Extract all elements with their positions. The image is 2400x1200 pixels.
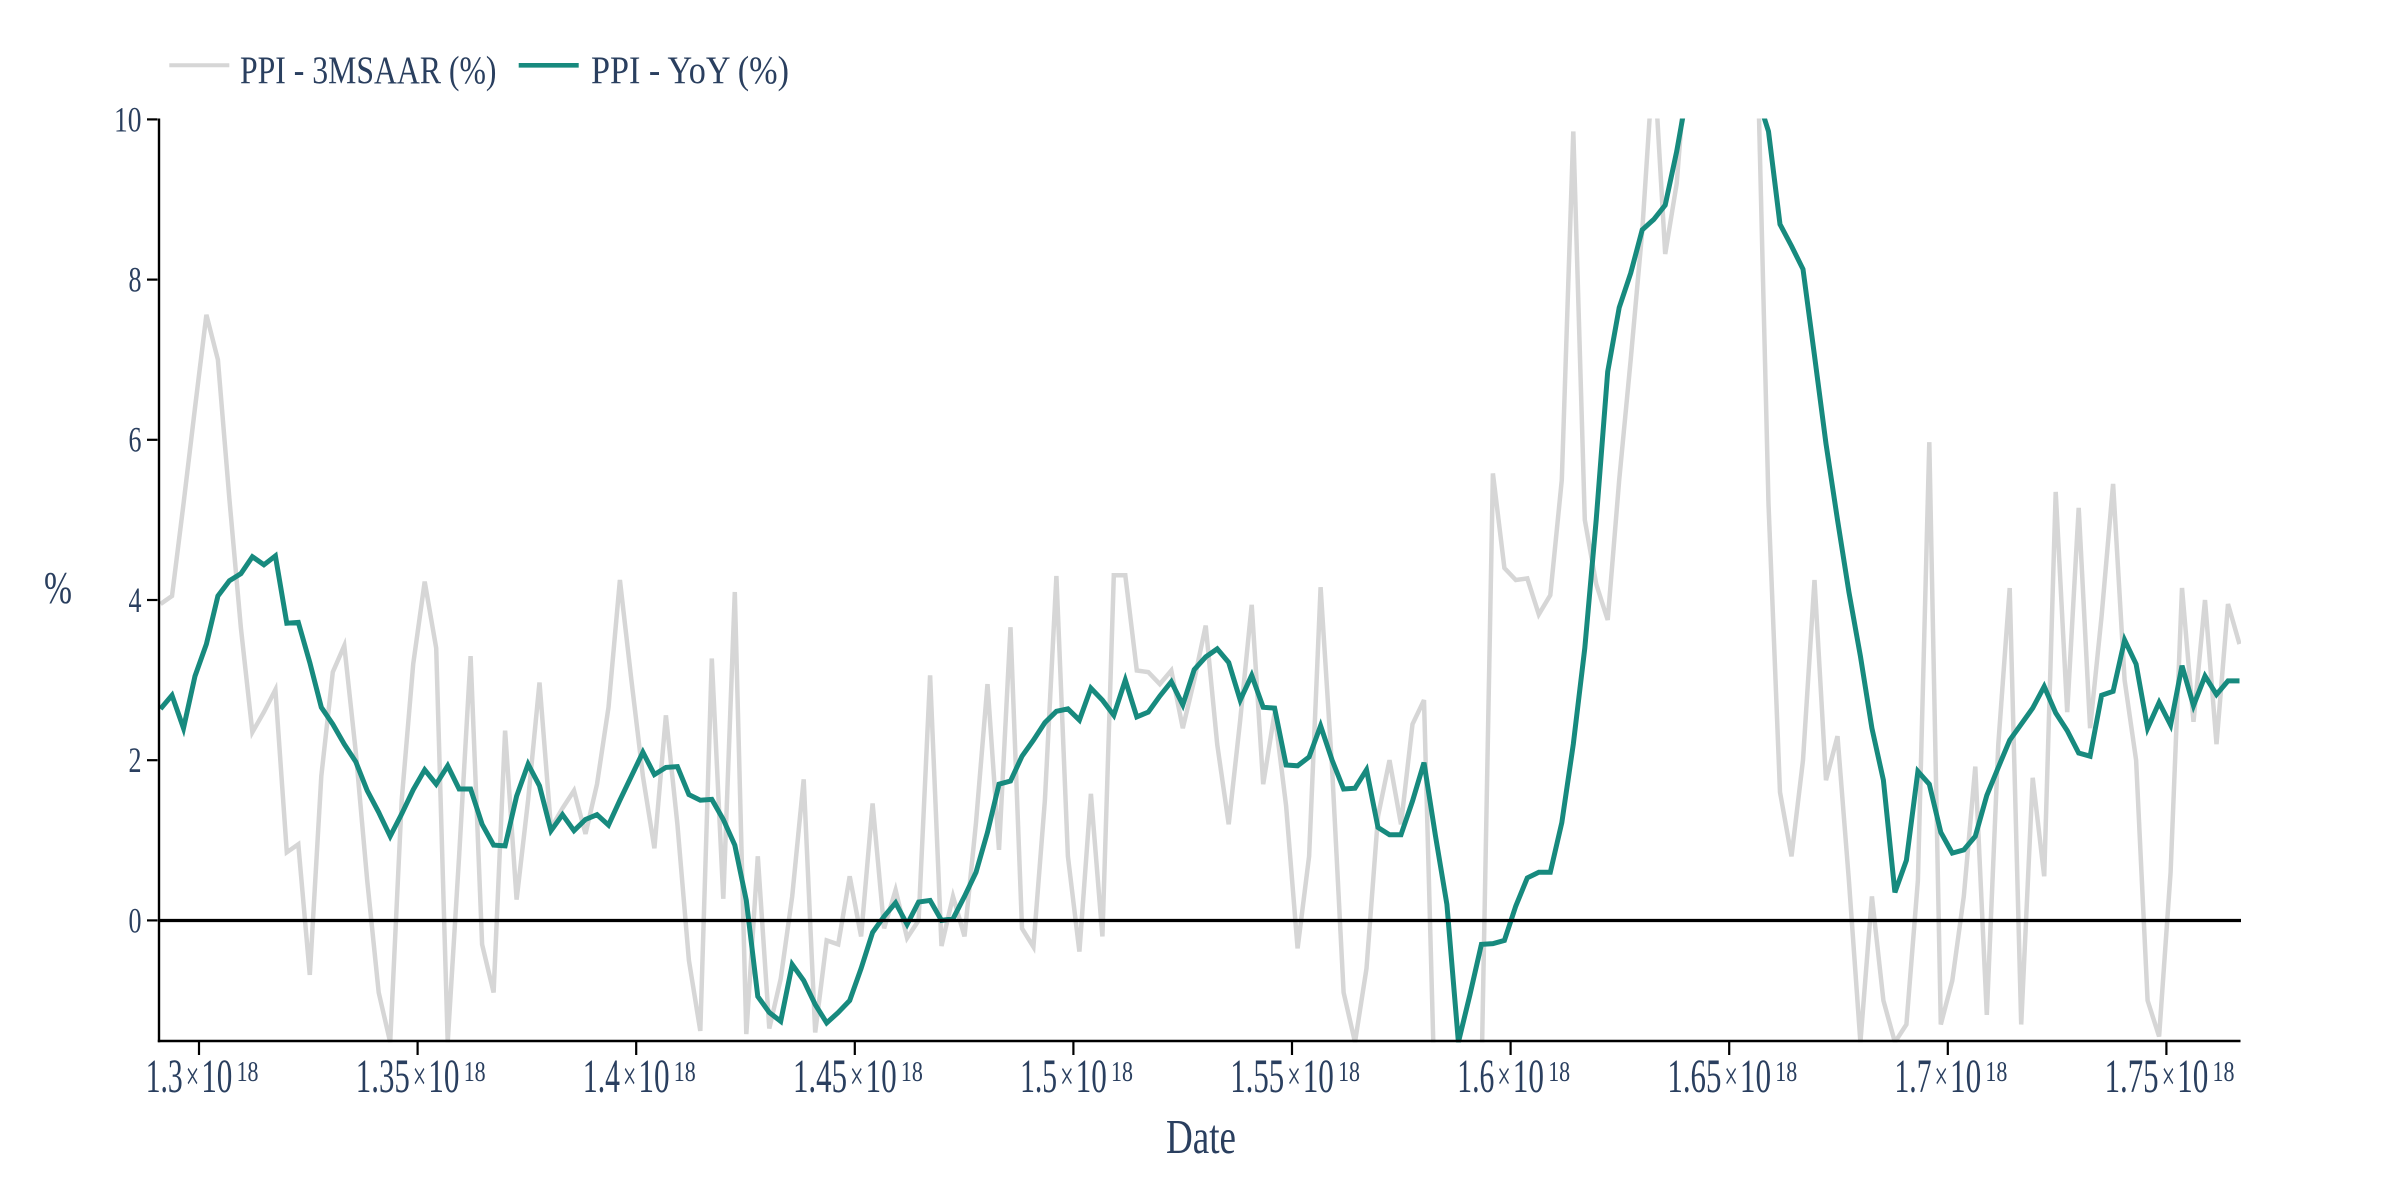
svg-text:1.4: 1.4	[583, 1050, 620, 1103]
svg-text:×: ×	[186, 1054, 200, 1099]
svg-text:1.6: 1.6	[1457, 1050, 1494, 1103]
svg-text:10: 10	[1076, 1050, 1107, 1103]
svg-text:1.55: 1.55	[1230, 1050, 1284, 1103]
svg-text:×: ×	[850, 1054, 864, 1099]
svg-text:×: ×	[1497, 1054, 1511, 1099]
svg-text:×: ×	[2162, 1054, 2176, 1099]
svg-text:10: 10	[1303, 1050, 1334, 1103]
svg-text:18: 18	[2213, 1056, 2235, 1088]
svg-text:1.3: 1.3	[146, 1050, 183, 1103]
svg-text:18: 18	[1548, 1056, 1570, 1088]
svg-text:18: 18	[901, 1056, 923, 1088]
svg-text:0: 0	[129, 900, 142, 940]
svg-text:8: 8	[129, 260, 142, 300]
svg-text:10: 10	[1950, 1050, 1981, 1103]
svg-text:×: ×	[1287, 1054, 1301, 1099]
svg-text:10: 10	[114, 99, 142, 139]
svg-text:2: 2	[129, 740, 142, 780]
svg-text:6: 6	[129, 420, 142, 460]
svg-text:×: ×	[1060, 1054, 1074, 1099]
svg-text:10: 10	[2177, 1050, 2208, 1103]
svg-text:1.5: 1.5	[1020, 1050, 1057, 1103]
svg-text:1.45: 1.45	[793, 1050, 847, 1103]
svg-text:1.35: 1.35	[356, 1050, 410, 1103]
svg-text:18: 18	[1111, 1056, 1133, 1088]
svg-text:18: 18	[1985, 1056, 2007, 1088]
svg-text:×: ×	[1935, 1054, 1949, 1099]
svg-text:×: ×	[413, 1054, 427, 1099]
svg-text:×: ×	[1724, 1054, 1738, 1099]
svg-text:PPI - YoY (%): PPI - YoY (%)	[591, 49, 789, 92]
svg-text:×: ×	[623, 1054, 637, 1099]
svg-text:PPI - 3MSAAR (%): PPI - 3MSAAR (%)	[240, 49, 497, 92]
svg-text:10: 10	[1740, 1050, 1771, 1103]
svg-text:10: 10	[1513, 1050, 1544, 1103]
svg-text:18: 18	[237, 1056, 259, 1088]
svg-text:1.7: 1.7	[1895, 1050, 1932, 1103]
svg-text:Date: Date	[1166, 1109, 1236, 1164]
svg-text:18: 18	[674, 1056, 696, 1088]
svg-text:18: 18	[1775, 1056, 1797, 1088]
svg-text:10: 10	[428, 1050, 459, 1103]
svg-text:1.65: 1.65	[1667, 1050, 1721, 1103]
svg-text:1.75: 1.75	[2105, 1050, 2159, 1103]
svg-text:10: 10	[866, 1050, 897, 1103]
svg-text:10: 10	[638, 1050, 669, 1103]
svg-text:18: 18	[1338, 1056, 1360, 1088]
svg-text:%: %	[44, 562, 72, 613]
svg-text:18: 18	[464, 1056, 486, 1088]
svg-text:4: 4	[129, 580, 142, 620]
svg-text:10: 10	[201, 1050, 232, 1103]
